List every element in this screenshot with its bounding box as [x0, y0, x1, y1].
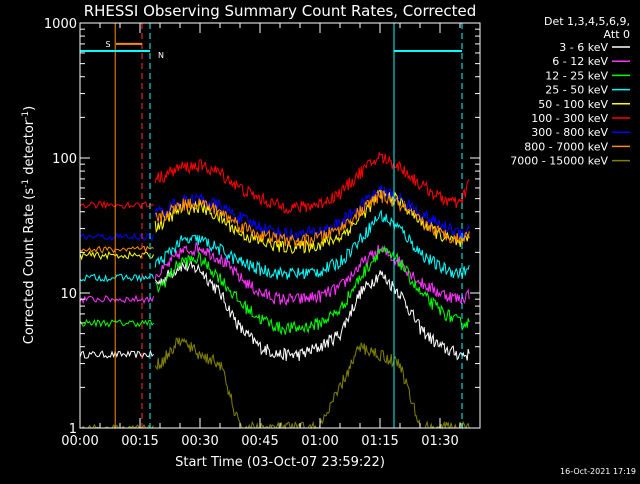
legend-item: 3 - 6 keV [559, 41, 630, 54]
legend-item: 800 - 7000 keV [524, 140, 630, 153]
legend-label: 12 - 25 keV [545, 69, 608, 82]
legend-label: 50 - 100 keV [538, 98, 608, 111]
legend-label: 300 - 800 keV [531, 126, 608, 139]
annotation-label: N [158, 51, 164, 60]
y-axis-label-part-a: Corrected Count Rate (s [22, 188, 37, 345]
legend-item: 12 - 25 keV [545, 69, 630, 82]
series-line [154, 260, 470, 362]
legend-label: 7000 - 15000 keV [510, 155, 608, 168]
legend-label: 6 - 12 keV [552, 55, 608, 68]
plot-frame [79, 22, 481, 429]
curves-layer [79, 151, 470, 430]
y-axis-label: Corrected Count Rate (s-1 detector-1) [21, 106, 37, 344]
y-axis-label-exp-1: -1 [21, 179, 31, 188]
series-line-left [79, 273, 155, 283]
series-7000-15000-kev [80, 337, 470, 430]
y-tick-label: 100 [52, 152, 77, 167]
y-axis-label-exp-2: -1 [21, 111, 31, 120]
legend-label: 25 - 50 keV [545, 84, 608, 97]
legend-item: 7000 - 15000 keV [510, 155, 630, 168]
chart-title: RHESSI Observing Summary Count Rates, Co… [84, 2, 477, 20]
series-300-800-kev [79, 185, 470, 242]
series-line-left [79, 294, 155, 305]
series-line-left [79, 245, 154, 254]
series-line [154, 190, 470, 248]
y-axis-label-part-c: ) [22, 106, 37, 111]
series-6-12-kev [79, 241, 470, 307]
x-axis-label: Start Time (03-Oct-07 23:59:22) [175, 455, 385, 470]
x-tick-label: 01:30 [421, 434, 458, 449]
legend-item: 6 - 12 keV [552, 55, 630, 68]
legend-item: 50 - 100 keV [538, 98, 630, 111]
x-tick-label: 00:00 [61, 434, 98, 449]
legend-label: 100 - 300 keV [531, 112, 608, 125]
series-25-50-kev [79, 209, 470, 283]
x-tick-label: 00:15 [121, 434, 158, 449]
y-tick-label: 1000 [44, 17, 77, 32]
series-line [154, 337, 470, 430]
legend-label: 3 - 6 keV [559, 41, 608, 54]
legend-header-detectors: Det 1,3,4,5,6,9, [544, 15, 630, 28]
series-3-6-kev [79, 260, 470, 362]
legend-item: 25 - 50 keV [545, 84, 630, 97]
legend-header-attenuator: Att 0 [604, 28, 630, 41]
series-line-left [79, 318, 154, 328]
series-100-300-kev [79, 151, 470, 214]
markers-layer: SN [79, 23, 463, 428]
series-line-left [79, 250, 155, 261]
series-line [154, 185, 470, 242]
series-line [154, 244, 470, 336]
series-line [154, 209, 470, 280]
series-12-25-kev [79, 244, 470, 336]
axes-layer: 00:00 00:15 00:30 00:45 01:00 01:15 01:30 1 10 10… [44, 17, 481, 449]
series-line-left [79, 200, 154, 210]
legend-item: 100 - 300 keV [531, 112, 630, 125]
legend-item: 300 - 800 keV [531, 126, 630, 139]
series-line [154, 188, 470, 255]
annotation-label: S [105, 40, 110, 49]
x-tick-label: 00:30 [181, 434, 218, 449]
y-tick-label: 1 [69, 422, 77, 437]
series-line-left [79, 232, 155, 242]
x-tick-label: 01:00 [301, 434, 338, 449]
legend-label: 800 - 7000 keV [524, 140, 608, 153]
series-line-left [79, 349, 154, 359]
series-800-7000-kev [79, 190, 470, 254]
footer-timestamp: 16-Oct-2021 17:19 [560, 467, 636, 476]
x-tick-label: 01:15 [361, 434, 398, 449]
y-axis-label-part-b: detector [22, 119, 37, 179]
y-tick-label: 10 [60, 287, 77, 302]
x-tick-label: 00:45 [241, 434, 278, 449]
series-line [154, 151, 470, 214]
series-line [154, 241, 470, 307]
